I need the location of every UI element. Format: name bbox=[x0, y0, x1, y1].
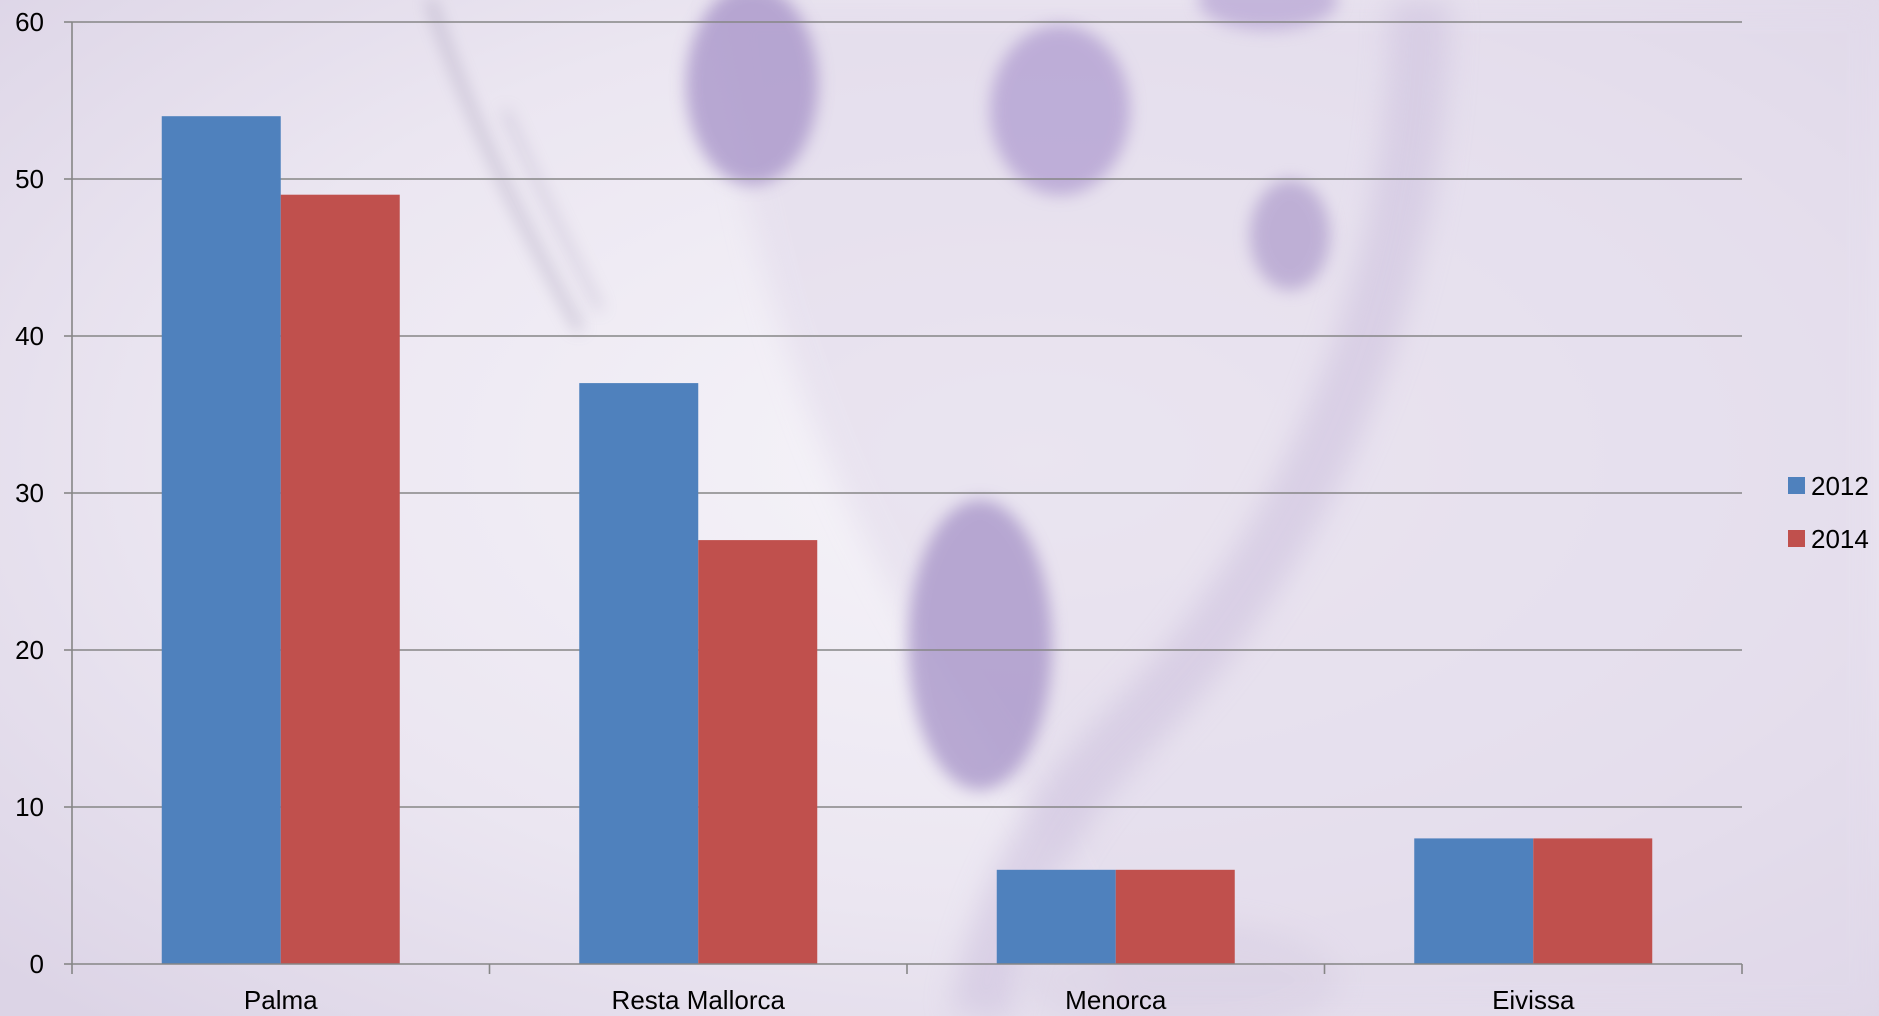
x-category-label: Eivissa bbox=[1492, 985, 1575, 1015]
bars bbox=[161, 116, 1653, 965]
bar-resta-mallorca-2014 bbox=[698, 540, 818, 964]
y-tick-label: 10 bbox=[15, 792, 44, 822]
legend-label-2014: 2014 bbox=[1811, 524, 1869, 554]
bar-palma-2012 bbox=[161, 116, 281, 964]
y-tick-label: 20 bbox=[15, 635, 44, 665]
y-tick-label: 30 bbox=[15, 478, 44, 508]
legend: 2012 2014 bbox=[1788, 471, 1869, 554]
grid-lines bbox=[72, 21, 1742, 808]
x-category-label: Resta Mallorca bbox=[612, 985, 786, 1015]
y-tick-label: 0 bbox=[30, 949, 44, 979]
bar-menorca-2014 bbox=[1115, 869, 1235, 964]
x-axis-category-labels: Palma Resta Mallorca Menorca Eivissa bbox=[244, 985, 1575, 1015]
y-tick-label: 40 bbox=[15, 321, 44, 351]
axes bbox=[64, 21, 1743, 974]
bar-eivissa-2012 bbox=[1414, 838, 1534, 964]
x-category-label: Menorca bbox=[1065, 985, 1167, 1015]
legend-swatch-2012 bbox=[1788, 477, 1805, 494]
bar-eivissa-2014 bbox=[1533, 838, 1653, 964]
bar-palma-2014 bbox=[280, 194, 400, 964]
y-axis-tick-labels: 0 10 20 30 40 50 60 bbox=[15, 7, 44, 979]
legend-swatch-2014 bbox=[1788, 530, 1805, 547]
y-tick-label: 60 bbox=[15, 7, 44, 37]
y-tick-label: 50 bbox=[15, 164, 44, 194]
bar-resta-mallorca-2012 bbox=[579, 383, 699, 965]
bar-menorca-2012 bbox=[996, 869, 1116, 964]
legend-label-2012: 2012 bbox=[1811, 471, 1869, 501]
x-category-label: Palma bbox=[244, 985, 318, 1015]
